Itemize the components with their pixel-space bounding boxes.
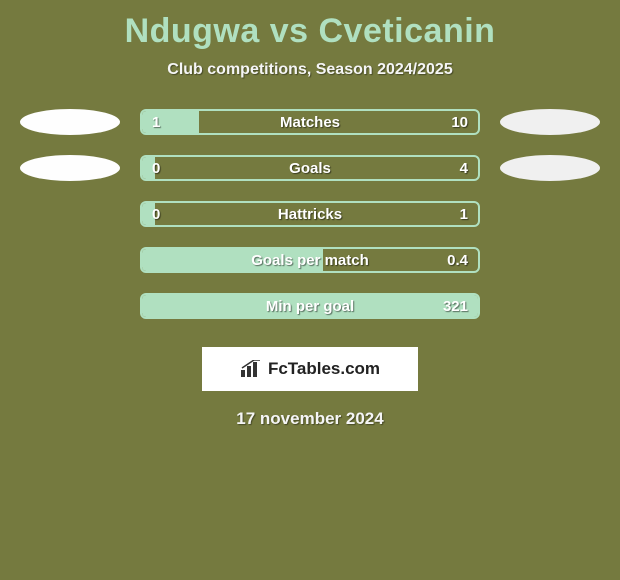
stat-bar: Goals per match 0.4: [140, 247, 480, 273]
stat-right-value: 321: [443, 298, 468, 315]
date-text: 17 november 2024: [0, 409, 620, 429]
stat-bar: Min per goal 321: [140, 293, 480, 319]
stat-label: Goals per match: [251, 252, 369, 269]
stat-row: Min per goal 321: [0, 293, 620, 319]
stat-bar: 1 Matches 10: [140, 109, 480, 135]
subtitle: Club competitions, Season 2024/2025: [0, 61, 620, 79]
stat-right-value: 4: [460, 160, 468, 177]
player-badge-right: [500, 155, 600, 181]
stat-left-value: 1: [152, 114, 160, 131]
page-title: Ndugwa vs Cveticanin: [0, 0, 620, 51]
stat-right-value: 0.4: [447, 252, 468, 269]
stat-row: Goals per match 0.4: [0, 247, 620, 273]
stat-bar: 0 Hattricks 1: [140, 201, 480, 227]
logo-box: FcTables.com: [202, 347, 418, 391]
chart-icon: [240, 360, 262, 378]
stat-row: 1 Matches 10: [0, 109, 620, 135]
stat-label: Matches: [280, 114, 340, 131]
stat-bar-fill: [142, 111, 199, 133]
stats-container: 1 Matches 10 0 Goals 4 0 Hattricks 1 Goals per ma…: [0, 109, 620, 319]
logo-text: FcTables.com: [268, 359, 380, 379]
stat-right-value: 10: [451, 114, 468, 131]
player-badge-left: [20, 109, 120, 135]
stat-right-value: 1: [460, 206, 468, 223]
stat-left-value: 0: [152, 206, 160, 223]
stat-left-value: 0: [152, 160, 160, 177]
stat-label: Min per goal: [266, 298, 354, 315]
player-badge-right: [500, 109, 600, 135]
player-badge-left: [20, 155, 120, 181]
stat-row: 0 Hattricks 1: [0, 201, 620, 227]
stat-bar: 0 Goals 4: [140, 155, 480, 181]
stat-label: Hattricks: [278, 206, 342, 223]
stat-row: 0 Goals 4: [0, 155, 620, 181]
stat-label: Goals: [289, 160, 331, 177]
